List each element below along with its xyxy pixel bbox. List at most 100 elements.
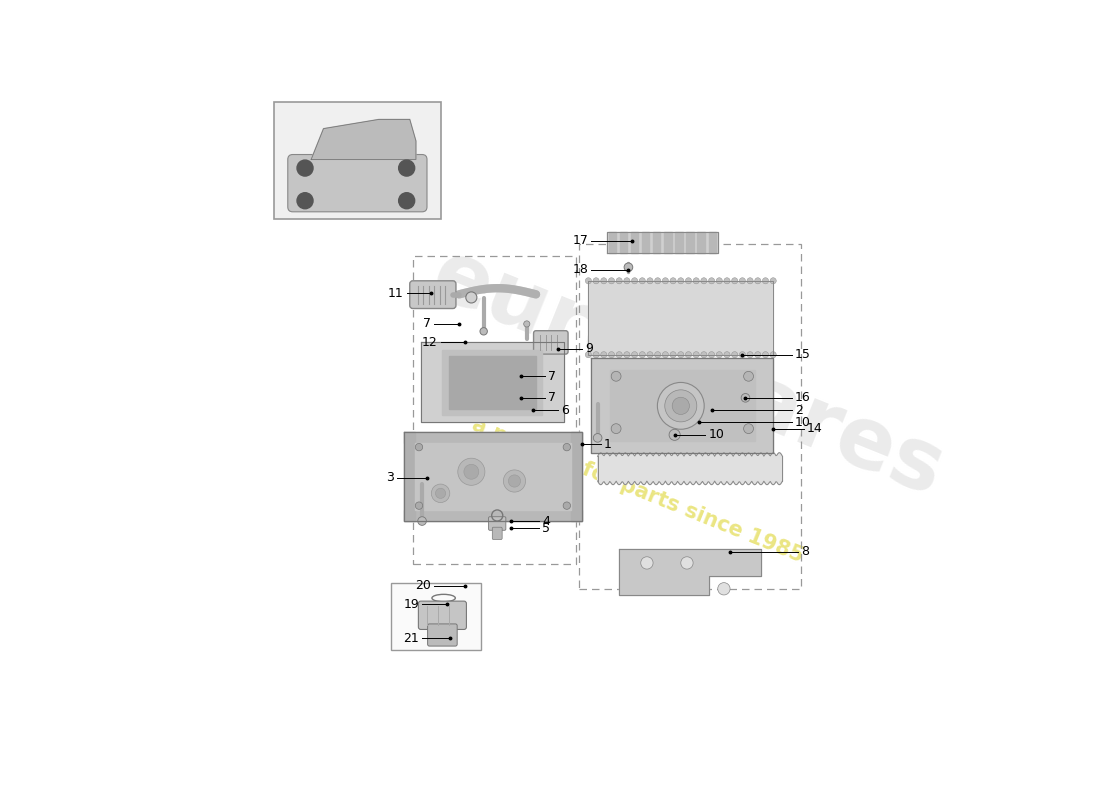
Circle shape bbox=[639, 278, 646, 284]
Circle shape bbox=[670, 352, 676, 358]
FancyBboxPatch shape bbox=[534, 330, 568, 354]
Polygon shape bbox=[686, 231, 694, 253]
Circle shape bbox=[664, 390, 696, 422]
Circle shape bbox=[708, 352, 715, 358]
Bar bbox=[579, 244, 801, 589]
Text: 4: 4 bbox=[542, 514, 550, 527]
FancyBboxPatch shape bbox=[288, 154, 427, 212]
Circle shape bbox=[593, 278, 600, 284]
Text: 7: 7 bbox=[424, 318, 431, 330]
Circle shape bbox=[770, 352, 777, 358]
Circle shape bbox=[508, 475, 520, 487]
Circle shape bbox=[762, 278, 769, 284]
Circle shape bbox=[631, 278, 638, 284]
Circle shape bbox=[624, 263, 632, 271]
Circle shape bbox=[563, 502, 571, 510]
Circle shape bbox=[612, 371, 621, 382]
Polygon shape bbox=[708, 231, 716, 253]
Circle shape bbox=[504, 470, 526, 492]
Circle shape bbox=[654, 352, 661, 358]
Circle shape bbox=[416, 443, 422, 451]
FancyBboxPatch shape bbox=[493, 527, 502, 539]
Text: 9: 9 bbox=[585, 342, 593, 355]
Polygon shape bbox=[442, 350, 542, 415]
Circle shape bbox=[601, 278, 607, 284]
Polygon shape bbox=[608, 231, 616, 253]
Text: 16: 16 bbox=[794, 391, 811, 404]
Circle shape bbox=[669, 430, 680, 440]
Circle shape bbox=[693, 278, 700, 284]
FancyBboxPatch shape bbox=[418, 601, 466, 630]
Polygon shape bbox=[449, 356, 536, 409]
Text: 5: 5 bbox=[542, 522, 550, 535]
Polygon shape bbox=[609, 370, 755, 441]
Text: 21: 21 bbox=[404, 631, 419, 645]
Circle shape bbox=[693, 352, 700, 358]
Text: 7: 7 bbox=[548, 370, 557, 382]
Circle shape bbox=[524, 321, 530, 327]
Bar bbox=[412, 256, 576, 564]
Circle shape bbox=[631, 352, 638, 358]
Circle shape bbox=[747, 352, 754, 358]
Circle shape bbox=[708, 278, 715, 284]
Circle shape bbox=[612, 424, 621, 434]
Circle shape bbox=[297, 160, 313, 176]
Polygon shape bbox=[631, 231, 638, 253]
Circle shape bbox=[608, 352, 615, 358]
Circle shape bbox=[762, 352, 769, 358]
Text: a passion for parts since 1985: a passion for parts since 1985 bbox=[469, 414, 806, 566]
Polygon shape bbox=[404, 432, 582, 521]
Circle shape bbox=[647, 278, 653, 284]
Circle shape bbox=[398, 160, 415, 176]
Circle shape bbox=[739, 278, 746, 284]
Text: 20: 20 bbox=[416, 579, 431, 592]
Circle shape bbox=[593, 352, 600, 358]
Circle shape bbox=[624, 352, 630, 358]
Bar bbox=[392, 582, 481, 650]
Circle shape bbox=[701, 278, 707, 284]
Text: 3: 3 bbox=[386, 471, 394, 485]
Text: 2: 2 bbox=[794, 404, 803, 417]
FancyBboxPatch shape bbox=[488, 517, 506, 530]
Circle shape bbox=[616, 352, 623, 358]
Polygon shape bbox=[642, 231, 649, 253]
Circle shape bbox=[654, 278, 661, 284]
Polygon shape bbox=[404, 432, 582, 443]
Polygon shape bbox=[415, 443, 571, 510]
Text: 18: 18 bbox=[572, 263, 588, 276]
Circle shape bbox=[770, 278, 777, 284]
Circle shape bbox=[658, 382, 704, 430]
Polygon shape bbox=[619, 231, 627, 253]
Polygon shape bbox=[597, 453, 782, 485]
Circle shape bbox=[616, 278, 623, 284]
Circle shape bbox=[464, 464, 478, 479]
Circle shape bbox=[670, 278, 676, 284]
FancyBboxPatch shape bbox=[409, 281, 455, 309]
Circle shape bbox=[416, 502, 422, 510]
Polygon shape bbox=[653, 231, 660, 253]
Circle shape bbox=[398, 193, 415, 209]
Circle shape bbox=[724, 352, 730, 358]
Polygon shape bbox=[588, 281, 773, 354]
Circle shape bbox=[608, 278, 615, 284]
Polygon shape bbox=[404, 510, 582, 521]
Circle shape bbox=[701, 352, 707, 358]
Circle shape bbox=[585, 352, 592, 358]
Circle shape bbox=[465, 292, 477, 303]
Polygon shape bbox=[571, 432, 582, 521]
Polygon shape bbox=[675, 231, 683, 253]
Circle shape bbox=[647, 352, 653, 358]
Circle shape bbox=[639, 352, 646, 358]
Circle shape bbox=[601, 352, 607, 358]
Polygon shape bbox=[664, 231, 671, 253]
Circle shape bbox=[458, 458, 485, 486]
Circle shape bbox=[681, 557, 693, 569]
Circle shape bbox=[436, 488, 446, 498]
FancyBboxPatch shape bbox=[428, 624, 458, 646]
Circle shape bbox=[716, 278, 723, 284]
Circle shape bbox=[624, 278, 630, 284]
Text: 10: 10 bbox=[794, 416, 811, 429]
Circle shape bbox=[744, 424, 754, 434]
Circle shape bbox=[585, 278, 592, 284]
Circle shape bbox=[724, 278, 730, 284]
